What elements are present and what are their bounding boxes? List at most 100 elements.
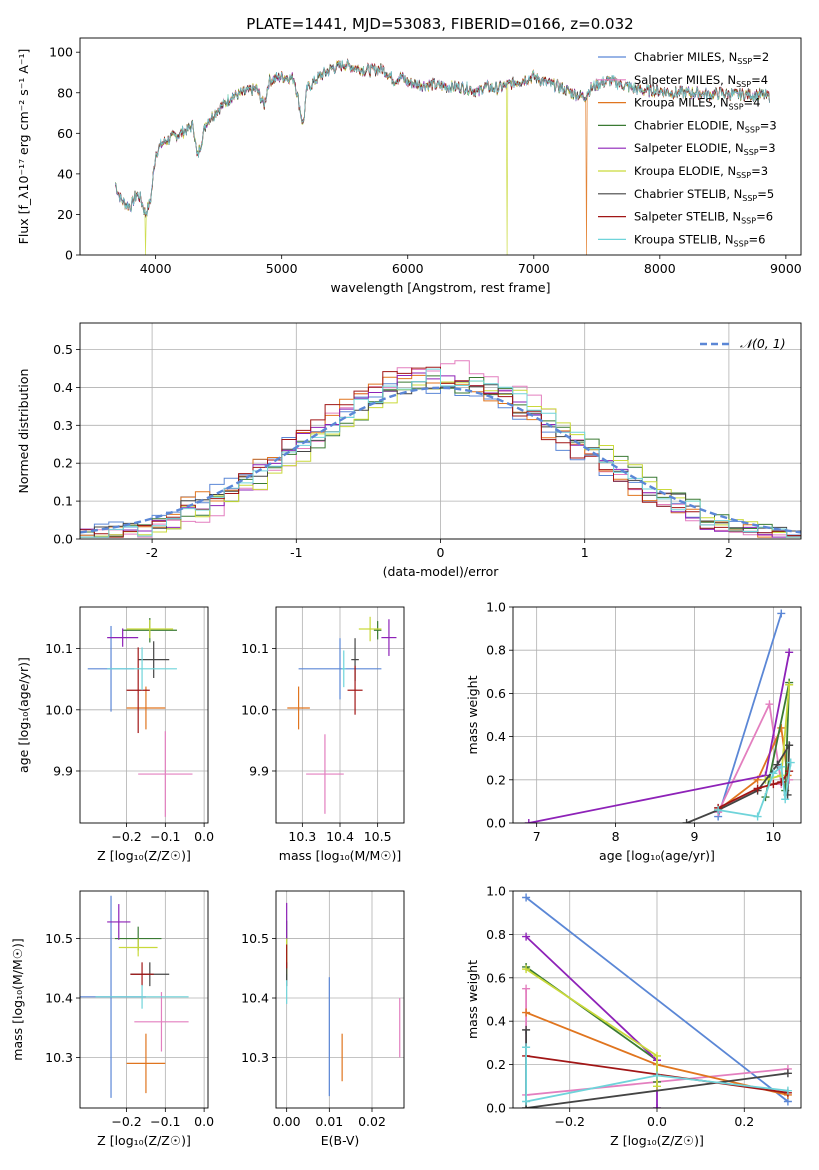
series-line-chabrier-miles — [525, 896, 789, 1103]
histogram-chabrier-miles — [80, 383, 801, 536]
histogram-kroupa-stelib — [80, 368, 801, 538]
axes-frame — [79, 890, 209, 1109]
errorbar-point-chabrier-elodie — [373, 621, 382, 640]
errorbar-point-salpeter-miles — [306, 734, 344, 814]
y-tick-label: 0 — [65, 248, 73, 263]
y-tick-label: 60 — [57, 126, 73, 141]
plot-area — [522, 893, 792, 1108]
legend-n: =3 — [759, 141, 776, 155]
y-tick-label: 0.8 — [486, 927, 506, 942]
legend-text: Salpeter ELODIE, N — [634, 141, 744, 155]
spectrum-line-kroupa-stelib — [114, 59, 770, 216]
axes-frame — [275, 606, 405, 824]
y-tick-label: 0.6 — [486, 686, 506, 701]
legend-text: Kroupa MILES, N — [634, 96, 729, 110]
errorbar-point-salpeter-elodie — [107, 628, 139, 647]
legend-label: Chabrier MILES, NSSP=2 — [634, 50, 769, 66]
y-tick-label: 0.0 — [486, 1101, 506, 1116]
plus-marker — [682, 819, 691, 823]
x-tick-label: 8 — [612, 829, 620, 844]
y-tick-label: 1.0 — [486, 884, 506, 899]
plus-marker — [786, 758, 795, 767]
axes-frame — [79, 322, 802, 540]
axes-frame — [79, 37, 802, 256]
x-tick-label: 4000 — [140, 261, 172, 276]
errorbar-point-chabrier-miles — [298, 638, 382, 700]
series-line-chabrier-stelib — [686, 741, 791, 823]
plus-marker — [653, 1104, 661, 1108]
plus-marker — [781, 795, 790, 804]
legend-n: =3 — [760, 118, 777, 132]
x-tick-label: 0.2 — [734, 1114, 754, 1129]
y-tick-label: 0.8 — [486, 643, 506, 658]
legend-subscript: SSP — [744, 148, 759, 157]
plus-marker — [522, 932, 531, 941]
y-tick-label: 0.4 — [486, 729, 506, 744]
y-tick-label: 40 — [57, 166, 73, 181]
x-axis-label: E(B-V) — [321, 1133, 360, 1148]
y-tick-label: 10.4 — [45, 991, 73, 1006]
errorbar-point-salpeter-miles — [138, 731, 193, 817]
plus-marker — [785, 741, 794, 750]
x-tick-label: 0.01 — [315, 1114, 343, 1129]
plus-marker — [785, 648, 794, 657]
legend-text: Chabrier ELODIE, N — [634, 118, 745, 132]
plot-area — [114, 58, 770, 255]
errorbar-point-kroupa-stelib — [341, 650, 346, 688]
x-tick-label: -2 — [146, 545, 158, 560]
x-tick-label: −0.1 — [150, 1114, 180, 1129]
y-tick-label: 0.1 — [53, 494, 73, 509]
y-tick-label: 0.0 — [53, 532, 73, 547]
y-tick-label: 0.4 — [486, 1014, 506, 1029]
x-tick-label: 0.0 — [194, 829, 214, 844]
y-axis-label: Flux [f_λ10⁻¹⁷ erg cm⁻² s⁻¹ A⁻¹] — [16, 49, 31, 245]
legend-subscript: SSP — [745, 125, 760, 134]
plot-area — [524, 609, 795, 823]
y-axis-label: mass weight — [465, 960, 480, 1039]
plot-area — [80, 895, 189, 1098]
x-tick-label: 6000 — [392, 261, 424, 276]
plus-marker — [777, 762, 786, 771]
y-tick-label: 0.2 — [53, 456, 73, 471]
y-tick-label: 10.4 — [241, 991, 269, 1006]
series-line-salpeter-elodie — [528, 652, 791, 823]
axes-decorations: 0.00 0.01 0.02 10.3 10.4 10.5 E(B-V) — [241, 890, 405, 1148]
panel-massweight-vs-age: 7 8 9 10 0.0 0.2 0.4 0.6 0.8 1.0 age [log₁₀(age/yr… — [465, 600, 802, 863]
y-tick-label: 1.0 — [486, 600, 506, 615]
legend-subscript: SSP — [742, 194, 757, 203]
plus-marker — [753, 812, 762, 821]
plus-marker — [714, 806, 723, 815]
plus-marker — [524, 819, 533, 823]
legend-label: Chabrier ELODIE, NSSP=3 — [634, 118, 777, 134]
legend-subscript: SSP — [736, 80, 751, 89]
x-tick-label: −0.2 — [555, 1114, 585, 1129]
x-tick-label: 10.5 — [364, 829, 392, 844]
x-tick-label: 0 — [437, 545, 445, 560]
spectrum-line-kroupa-elodie — [115, 60, 770, 255]
y-tick-label: 10.5 — [241, 931, 269, 946]
legend-n: =2 — [752, 50, 769, 64]
errorbar-point-kroupa-elodie — [126, 619, 174, 639]
y-tick-label: 9.9 — [53, 763, 73, 778]
series-line-salpeter-miles — [717, 701, 790, 813]
x-tick-label: 0.00 — [273, 1114, 301, 1129]
plot-area — [80, 360, 801, 538]
errorbar-point-kroupa-miles — [126, 1033, 166, 1094]
plus-marker — [653, 1082, 661, 1091]
y-tick-label: 9.9 — [249, 763, 269, 778]
legend: 𝒩(0, 1) — [700, 336, 786, 351]
y-tick-label: 20 — [57, 207, 73, 222]
legend-label: Salpeter ELODIE, NSSP=3 — [634, 141, 776, 157]
series-line-kroupa-stelib — [718, 762, 792, 818]
legend-subscript: SSP — [736, 171, 751, 180]
legend-label: Chabrier STELIB, NSSP=5 — [634, 187, 774, 203]
errorbar-point-kroupa-stelib — [95, 984, 189, 1009]
plus-marker — [653, 1051, 661, 1060]
panel-age-vs-mass: 10.3 10.4 10.5 9.9 10.0 10.1 mass [log₁₀(M/M☉)… — [241, 606, 405, 863]
errorbar-point-kroupa-miles — [126, 686, 166, 730]
legend-label: Salpeter STELIB, NSSP=6 — [634, 210, 773, 226]
y-tick-label: 10.3 — [45, 1050, 73, 1065]
y-axis-label: Normed distribution — [16, 369, 31, 494]
